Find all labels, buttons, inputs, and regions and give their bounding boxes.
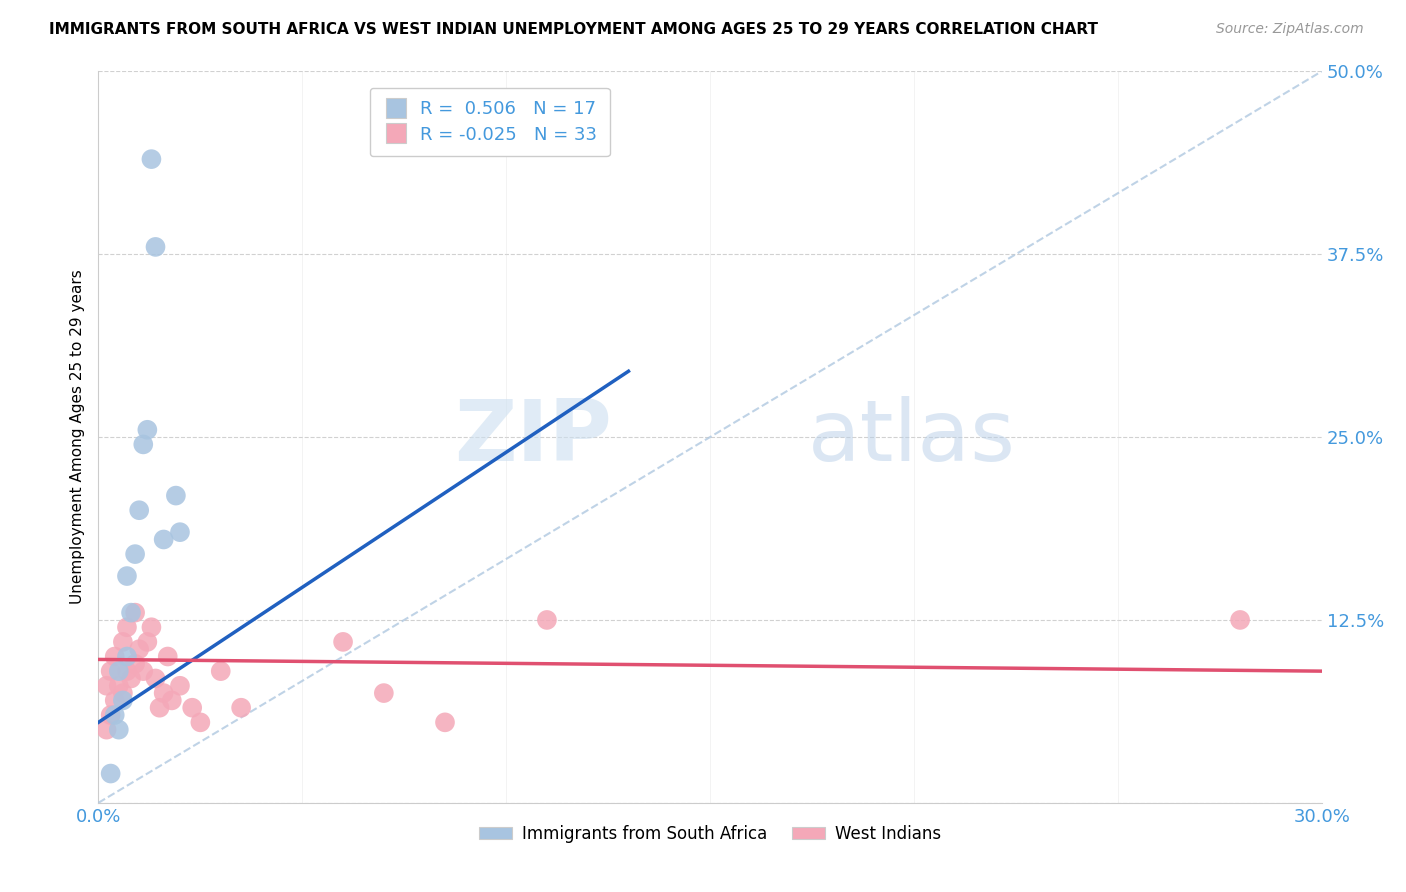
Point bbox=[169, 679, 191, 693]
Point bbox=[141, 620, 163, 634]
Point bbox=[132, 437, 155, 451]
Legend: Immigrants from South Africa, West Indians: Immigrants from South Africa, West India… bbox=[472, 818, 948, 849]
Point bbox=[108, 679, 131, 693]
Point bbox=[536, 613, 558, 627]
Point bbox=[124, 547, 146, 561]
Point bbox=[108, 664, 131, 678]
Point bbox=[373, 686, 395, 700]
Point bbox=[1229, 613, 1251, 627]
Text: atlas: atlas bbox=[808, 395, 1017, 479]
Point bbox=[149, 700, 172, 714]
Point bbox=[128, 503, 150, 517]
Point bbox=[169, 525, 191, 540]
Point bbox=[332, 635, 354, 649]
Point bbox=[136, 635, 159, 649]
Point bbox=[100, 766, 122, 780]
Point bbox=[111, 693, 134, 707]
Point bbox=[145, 240, 167, 254]
Point bbox=[181, 700, 204, 714]
Point bbox=[96, 679, 118, 693]
Point bbox=[120, 606, 142, 620]
Point bbox=[188, 715, 212, 730]
Point bbox=[136, 423, 159, 437]
Point bbox=[104, 708, 127, 723]
Point bbox=[124, 657, 146, 671]
Point bbox=[96, 723, 118, 737]
Text: Source: ZipAtlas.com: Source: ZipAtlas.com bbox=[1216, 22, 1364, 37]
Point bbox=[156, 649, 179, 664]
Point bbox=[115, 620, 138, 634]
Point bbox=[115, 649, 138, 664]
Point bbox=[111, 686, 134, 700]
Point bbox=[100, 664, 122, 678]
Point bbox=[115, 569, 138, 583]
Point bbox=[152, 533, 174, 547]
Point bbox=[152, 686, 174, 700]
Point bbox=[108, 723, 131, 737]
Point bbox=[120, 672, 142, 686]
Text: ZIP: ZIP bbox=[454, 395, 612, 479]
Point bbox=[434, 715, 457, 730]
Y-axis label: Unemployment Among Ages 25 to 29 years: Unemployment Among Ages 25 to 29 years bbox=[69, 269, 84, 605]
Point bbox=[160, 693, 183, 707]
Point bbox=[111, 635, 134, 649]
Point bbox=[104, 693, 127, 707]
Point bbox=[231, 700, 253, 714]
Text: IMMIGRANTS FROM SOUTH AFRICA VS WEST INDIAN UNEMPLOYMENT AMONG AGES 25 TO 29 YEA: IMMIGRANTS FROM SOUTH AFRICA VS WEST IND… bbox=[49, 22, 1098, 37]
Point bbox=[115, 664, 138, 678]
Point bbox=[128, 642, 150, 657]
Point bbox=[145, 672, 167, 686]
Point bbox=[209, 664, 232, 678]
Point bbox=[141, 152, 163, 166]
Point bbox=[104, 649, 127, 664]
Point bbox=[100, 708, 122, 723]
Point bbox=[124, 606, 146, 620]
Point bbox=[165, 489, 187, 503]
Point bbox=[132, 664, 155, 678]
